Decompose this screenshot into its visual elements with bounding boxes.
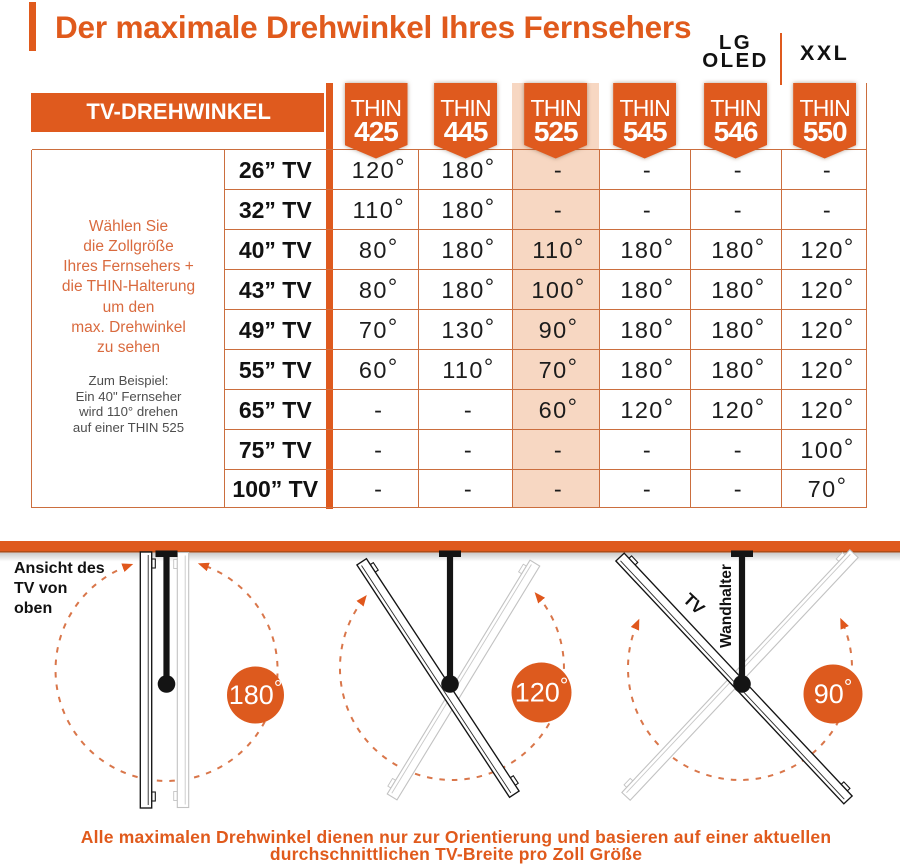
svg-text:180°: 180°	[229, 677, 282, 710]
svg-text:TV: TV	[679, 590, 708, 619]
svg-text:120°: 120°	[515, 675, 568, 708]
svg-text:Ansicht des: Ansicht des	[14, 560, 105, 577]
svg-text:TV von: TV von	[14, 580, 67, 597]
svg-text:Wandhalter: Wandhalter	[718, 564, 735, 648]
svg-text:oben: oben	[14, 600, 52, 617]
